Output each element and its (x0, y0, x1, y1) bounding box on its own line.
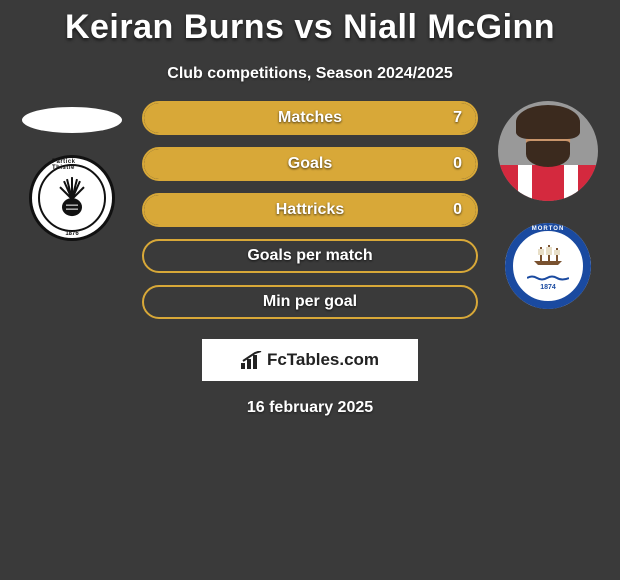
stat-row: Min per goal (142, 285, 478, 319)
stat-label: Hattricks (276, 201, 344, 219)
stat-row: Goals per match (142, 239, 478, 273)
player-right-photo (498, 101, 598, 201)
club-badge-text: MORTON (532, 226, 565, 232)
stat-row: Matches 7 (142, 101, 478, 135)
stat-value-right: 0 (453, 201, 462, 219)
logo-text: FcTables.com (267, 350, 379, 370)
stats-column: Matches 7 Goals 0 Hattricks 0 Goals per match M… (132, 101, 488, 331)
waves-icon (527, 275, 569, 281)
fctables-logo: FcTables.com (202, 339, 418, 381)
date-label: 16 february 2025 (0, 399, 620, 417)
ship-icon (528, 243, 568, 265)
stat-label: Matches (278, 109, 342, 127)
page-title: Keiran Burns vs Niall McGinn (0, 0, 620, 47)
player-right-club-badge: MORTON 1874 (505, 223, 591, 309)
stat-value-right: 7 (453, 109, 462, 127)
stat-label: Min per goal (263, 293, 357, 311)
club-badge-text: Partick Thistle (52, 159, 92, 171)
comparison-panel: Partick Thistle 1876 Matches7Goals0Hattr… (0, 101, 620, 331)
stat-row: Goals 0 (142, 147, 478, 181)
stat-value-right: 0 (453, 155, 462, 173)
stat-row: Hattricks 0 (142, 193, 478, 227)
subtitle: Club competitions, Season 2024/2025 (0, 65, 620, 83)
player-left-club-badge: Partick Thistle 1876 (29, 155, 115, 241)
player-left-column: Partick Thistle 1876 (12, 101, 132, 331)
player-left-photo (22, 107, 122, 133)
thistle-icon (52, 175, 92, 219)
stat-label: Goals per match (247, 247, 372, 265)
stat-label: Goals (288, 155, 332, 173)
club-badge-year: 1874 (540, 284, 556, 291)
player-right-column: MORTON 1874 (488, 101, 608, 331)
club-badge-year: 1876 (65, 231, 78, 237)
chart-icon (241, 351, 263, 369)
